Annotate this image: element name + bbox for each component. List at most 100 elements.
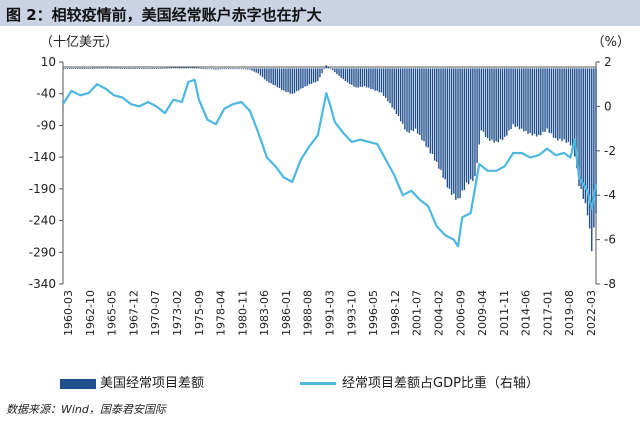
bar: [130, 68, 132, 69]
bar: [578, 68, 580, 186]
bar: [310, 68, 313, 84]
x-tick-label: 2022-03: [585, 290, 598, 336]
bar: [223, 68, 226, 70]
bar: [506, 68, 508, 136]
bar: [501, 68, 504, 141]
bar: [85, 67, 88, 69]
bar: [440, 68, 442, 170]
bar: [461, 68, 463, 191]
bar: [389, 68, 391, 104]
bar: [436, 68, 438, 162]
bar: [295, 68, 298, 92]
bar: [289, 68, 291, 94]
bar: [66, 68, 68, 70]
bar: [340, 68, 342, 78]
left-axis-unit: （十亿美元）: [40, 35, 118, 50]
bar: [336, 68, 338, 75]
chart-axes: [62, 62, 597, 284]
left-tick-label: -40: [36, 87, 56, 101]
bar: [174, 67, 177, 69]
bar: [134, 68, 136, 69]
bar: [266, 68, 268, 82]
bar: [230, 68, 232, 70]
bar: [210, 68, 213, 70]
bar: [221, 68, 223, 70]
bar: [185, 67, 187, 69]
bar: [204, 68, 206, 70]
bar: [278, 68, 281, 89]
bar: [370, 68, 372, 90]
bar: [380, 68, 383, 93]
x-tick-labels: 1960-03 1962-10 1965-05 1967-12 1970-07 1973-…: [62, 290, 598, 336]
left-tick-label: -190: [29, 182, 56, 196]
bar: [236, 68, 238, 70]
bar: [516, 68, 519, 127]
bar: [493, 68, 495, 143]
bar: [219, 68, 221, 70]
bar: [591, 68, 593, 252]
bar: [385, 68, 387, 98]
bar: [225, 68, 228, 70]
bar: [191, 67, 194, 69]
bar: [98, 67, 100, 69]
bar: [344, 68, 347, 82]
bar: [270, 68, 272, 84]
bar: [554, 68, 557, 139]
bar: [100, 67, 102, 69]
bar: [255, 68, 257, 73]
bar: [126, 68, 128, 69]
x-tick-label: 1980-11: [236, 290, 249, 336]
bar: [79, 68, 81, 69]
x-tick-label: 2004-02: [432, 290, 445, 336]
bar: [408, 68, 410, 133]
bar: [331, 68, 334, 71]
bar: [159, 67, 162, 69]
bar: [503, 68, 506, 137]
bar: [533, 68, 536, 134]
bar: [325, 65, 328, 69]
legend-bar-label: 美国经常项目差额: [100, 376, 205, 391]
bar: [312, 68, 315, 83]
left-tick-label: -140: [29, 150, 56, 164]
x-tick-label: 1978-04: [215, 290, 228, 336]
bar: [128, 68, 130, 69]
bar: [172, 67, 175, 69]
bar: [319, 68, 321, 78]
bar: [359, 68, 361, 87]
bar: [75, 68, 77, 69]
bar: [149, 68, 151, 70]
bar: [206, 68, 209, 70]
bar: [283, 68, 285, 91]
bar: [365, 68, 368, 88]
bar: [410, 68, 412, 131]
bar: [162, 67, 164, 69]
bar: [495, 68, 497, 142]
bar: [455, 68, 457, 200]
bar: [276, 68, 279, 88]
x-tick-label: 1962-10: [84, 290, 97, 336]
bar: [94, 67, 96, 69]
bar: [77, 68, 79, 69]
bar: [247, 68, 249, 70]
title-bar: [0, 0, 640, 26]
x-tick-label: 1988-08: [302, 290, 315, 336]
x-tick-label: 2011-11: [498, 290, 511, 336]
bar: [478, 68, 480, 145]
bar: [351, 68, 353, 85]
x-tick-label: 2001-07: [411, 290, 424, 336]
bar: [557, 68, 559, 141]
bar: [304, 68, 306, 87]
bar: [72, 68, 75, 69]
bar: [261, 68, 264, 78]
bar: [397, 68, 400, 116]
bar: [487, 68, 489, 139]
bar: [81, 68, 83, 69]
bar: [378, 68, 381, 93]
legend-line-swatch: [300, 382, 336, 385]
bar: [264, 68, 266, 80]
bar: [510, 68, 512, 130]
x-tick-label: 1998-12: [389, 290, 402, 336]
bar: [202, 68, 204, 69]
bar: [419, 68, 421, 135]
bar: [153, 68, 156, 69]
